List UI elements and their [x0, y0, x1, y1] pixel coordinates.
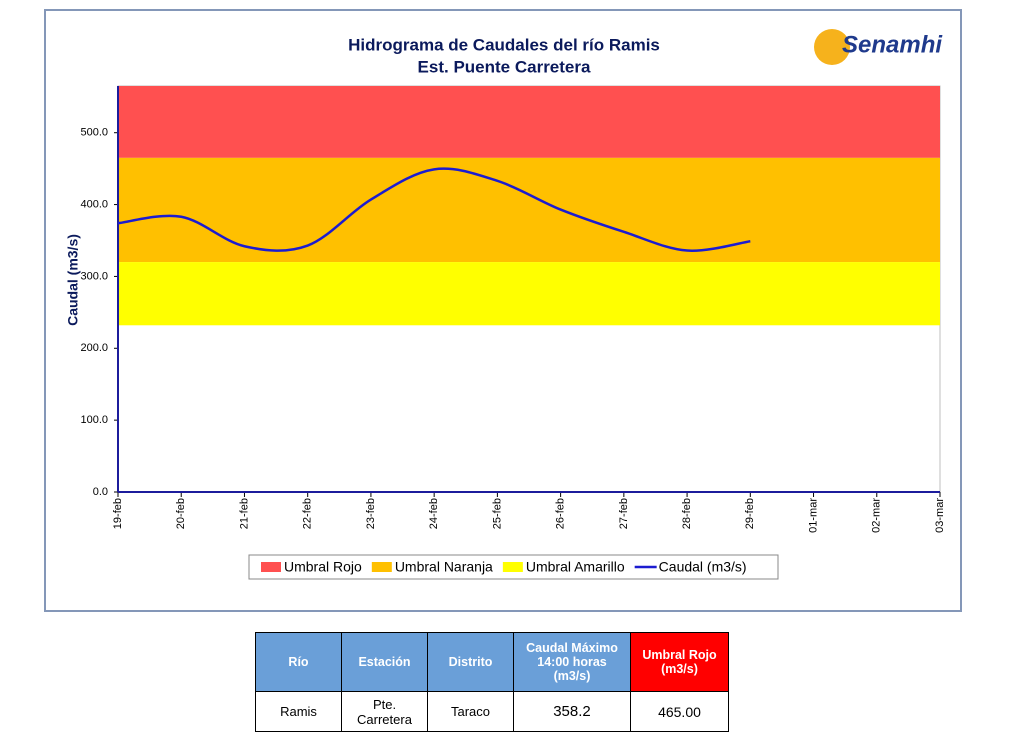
header-cell: Caudal Máximo 14:00 horas (m3/s) [513, 632, 631, 692]
logo-sun [814, 29, 850, 65]
cell: 358.2 [513, 691, 631, 732]
chart-title: Hidrograma de Caudales del río Ramis [348, 35, 660, 54]
chart-subtitle: Est. Puente Carretera [418, 57, 591, 76]
x-tick-label: 21-feb [238, 498, 250, 529]
x-tick-label: 02-mar [871, 498, 883, 533]
y-tick-label: 200.0 [80, 342, 108, 354]
legend-label: Umbral Rojo [284, 559, 362, 575]
threshold-band [118, 262, 940, 326]
legend-label: Caudal (m3/s) [659, 559, 747, 575]
x-tick-label: 25-feb [491, 498, 503, 529]
x-tick-label: 28-feb [681, 498, 693, 529]
header-cell: Estación [341, 632, 428, 692]
y-tick-label: 400.0 [80, 198, 108, 210]
legend-swatch [371, 562, 392, 572]
y-tick-label: 300.0 [80, 270, 108, 282]
legend-label: Umbral Amarillo [526, 559, 625, 575]
threshold-band [118, 157, 940, 263]
legend: Umbral Rojo Umbral Naranja Umbral Amarillo… [248, 554, 779, 580]
header-cell: Distrito [427, 632, 514, 692]
x-tick-label: 19-feb [112, 498, 124, 529]
legend-label: Umbral Naranja [395, 559, 493, 575]
y-axis-label: Caudal (m3/s) [65, 234, 81, 326]
x-tick-label: 23-feb [365, 498, 377, 529]
cell: Taraco [427, 691, 514, 732]
y-tick-label: 500.0 [80, 127, 108, 139]
data-row: Ramis Pte. Carretera Taraco 358.2 465.00 [255, 691, 729, 732]
x-tick-label: 01-mar [807, 498, 819, 533]
header-cell: Umbral Rojo (m3/s) [630, 632, 729, 692]
x-tick-label: 03-mar [934, 498, 946, 533]
plot: 0.0 100.0 200.0 300.0 400.0 500.0 19-feb 20-feb… [80, 85, 946, 533]
x-tick-label: 20-feb [175, 498, 187, 529]
x-tick-label: 26-feb [555, 498, 567, 529]
logo: Senamhi [842, 31, 943, 58]
x-tick-label: 24-feb [428, 498, 440, 529]
header-cell: Río [255, 632, 342, 692]
x-tick-label: 22-feb [302, 498, 314, 529]
threshold-band [118, 86, 940, 158]
cell: 465.00 [630, 691, 729, 732]
cell: Pte. Carretera [341, 691, 428, 732]
chart: Hidrograma de Caudales del río Ramis Est… [44, 9, 962, 612]
series-line [117, 167, 751, 252]
x-tick-label: 27-feb [618, 498, 630, 529]
summary-table: Río Estación Distrito Caudal Máximo 14:0… [255, 632, 729, 732]
header-row: Río Estación Distrito Caudal Máximo 14:0… [255, 632, 729, 692]
y-tick-label: 100.0 [80, 414, 108, 426]
cell: Ramis [255, 691, 342, 732]
y-tick-label: 0.0 [93, 486, 108, 498]
x-tick-label: 29-feb [744, 498, 756, 529]
legend-swatch [261, 562, 281, 572]
legend-swatch [502, 562, 523, 572]
